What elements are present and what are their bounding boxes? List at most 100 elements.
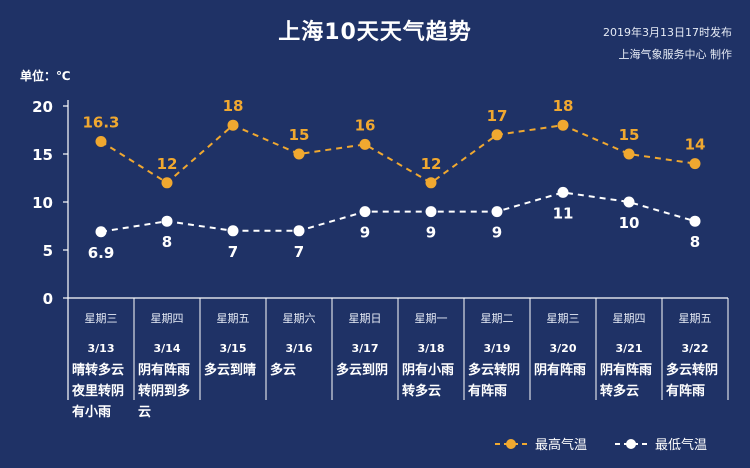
high-temp-label: 12 — [421, 155, 442, 173]
legend-label: 最高气温 — [535, 437, 587, 453]
chart-title: 上海10天天气趋势 — [278, 20, 472, 45]
weather-description-line: 有小雨 — [72, 405, 112, 420]
low-temp-label: 9 — [360, 224, 370, 242]
weather-description-line: 晴转多云 — [72, 363, 125, 378]
weather-description: 晴转多云夜里转阴有小雨 — [68, 360, 134, 423]
weather-description-line: 云 — [138, 405, 152, 420]
date-label: 3/22 — [681, 342, 709, 355]
weather-description-line: 阴有小雨 — [402, 363, 455, 378]
low-temp-point — [557, 186, 569, 198]
low-temp-point — [689, 215, 701, 227]
date-label: 3/21 — [615, 342, 643, 355]
weekday-label: 星期五 — [678, 312, 712, 325]
low-temp-label: 7 — [294, 243, 304, 261]
high-temp-point — [161, 177, 173, 189]
date-label: 3/19 — [483, 342, 511, 355]
high-temp-line — [100, 124, 696, 185]
low-temp-point — [161, 215, 173, 227]
high-temp-label: 12 — [157, 155, 178, 173]
low-temp-label: 8 — [690, 233, 700, 251]
legend-marker — [626, 439, 636, 449]
y-tick-label: 15 — [32, 146, 53, 164]
low-temp-point — [95, 226, 107, 238]
y-tick-label: 10 — [32, 194, 53, 212]
weather-description-line: 阴有阵雨 — [138, 363, 191, 378]
weather-description-line: 多云 — [270, 363, 297, 378]
y-tick-label: 20 — [32, 98, 53, 116]
weather-description-line: 多云转阴 — [666, 363, 719, 378]
high-temp-point — [359, 138, 371, 150]
high-temp-label: 15 — [619, 126, 640, 144]
high-temp-label: 14 — [685, 136, 706, 154]
low-temp-label: 7 — [228, 243, 238, 261]
weather-description-line: 转多云 — [600, 384, 640, 399]
weekday-label: 星期四 — [612, 312, 646, 325]
low-temp-point — [293, 225, 305, 237]
weather-description-line: 夜里转阴 — [72, 384, 125, 399]
high-temp-label: 18 — [223, 97, 244, 115]
high-temp-label: 17 — [487, 107, 508, 125]
low-temp-line — [100, 191, 696, 233]
high-temp-point — [95, 136, 107, 148]
date-label: 3/16 — [285, 342, 313, 355]
legend-label: 最低气温 — [655, 437, 707, 453]
weekday-label: 星期日 — [348, 312, 382, 325]
weekday-label: 星期二 — [480, 312, 514, 325]
high-temp-point — [557, 119, 569, 131]
weather-description: 阴有小雨 转多云 — [398, 360, 464, 402]
weather-description-line: 阴有阵雨 — [600, 363, 653, 378]
weather-description-line: 有阵雨 — [468, 384, 508, 399]
high-temp-label: 18 — [553, 97, 574, 115]
low-temp-point — [425, 206, 437, 218]
low-temp-label: 11 — [553, 204, 574, 222]
publish-info: 2019年3月13日17时发布 上海气象服务中心 制作 — [603, 22, 732, 66]
weather-description-line: 多云到阴 — [336, 363, 389, 378]
weather-description: 阴有阵雨 转阴到多云 — [134, 360, 200, 423]
low-temp-label: 8 — [162, 233, 172, 251]
weather-description-line: 多云到晴 — [204, 363, 257, 378]
low-temp-label: 10 — [619, 214, 640, 232]
high-temp-point — [227, 119, 239, 131]
low-temp-label: 6.9 — [88, 244, 115, 262]
weather-description: 阴有阵雨 — [530, 360, 596, 381]
weather-description-line: 阴有阵雨 — [534, 363, 587, 378]
high-temp-label: 16 — [355, 116, 376, 134]
low-temp-point — [227, 225, 239, 237]
date-label: 3/13 — [87, 342, 115, 355]
weather-description-line: 转阴到多 — [138, 384, 191, 399]
legend-marker — [506, 439, 516, 449]
weather-description: 多云到阴 — [332, 360, 398, 381]
publish-time: 2019年3月13日17时发布 — [603, 26, 732, 39]
weather-description-line: 有阵雨 — [666, 384, 706, 399]
weather-description: 多云 — [266, 360, 332, 381]
high-temp-point — [293, 148, 305, 160]
weather-description: 多云转阴 有阵雨 — [662, 360, 728, 402]
high-temp-label: 15 — [289, 126, 310, 144]
high-temp-point — [425, 177, 437, 189]
low-temp-label: 9 — [492, 224, 502, 242]
low-temp-point — [491, 206, 503, 218]
weekday-label: 星期三 — [84, 312, 118, 325]
weather-description-line: 转多云 — [402, 384, 442, 399]
date-label: 3/17 — [351, 342, 379, 355]
weather-description: 阴有阵雨 转多云 — [596, 360, 662, 402]
y-tick-label: 5 — [43, 242, 53, 260]
high-temp-label: 16.3 — [82, 114, 119, 132]
weather-description-line: 多云转阴 — [468, 363, 521, 378]
date-label: 3/14 — [153, 342, 181, 355]
high-temp-point — [689, 158, 701, 170]
low-temp-label: 9 — [426, 224, 436, 242]
low-temp-point — [359, 206, 371, 218]
weekday-label: 星期一 — [414, 312, 448, 325]
publisher: 上海气象服务中心 制作 — [618, 48, 733, 61]
low-temp-point — [623, 196, 635, 208]
date-label: 3/18 — [417, 342, 445, 355]
weather-description: 多云转阴 有阵雨 — [464, 360, 530, 402]
high-temp-point — [491, 129, 503, 141]
weekday-label: 星期六 — [282, 312, 316, 325]
weekday-label: 星期三 — [546, 312, 580, 325]
weather-description: 多云到晴 — [200, 360, 266, 381]
high-temp-point — [623, 148, 635, 160]
date-label: 3/20 — [549, 342, 577, 355]
